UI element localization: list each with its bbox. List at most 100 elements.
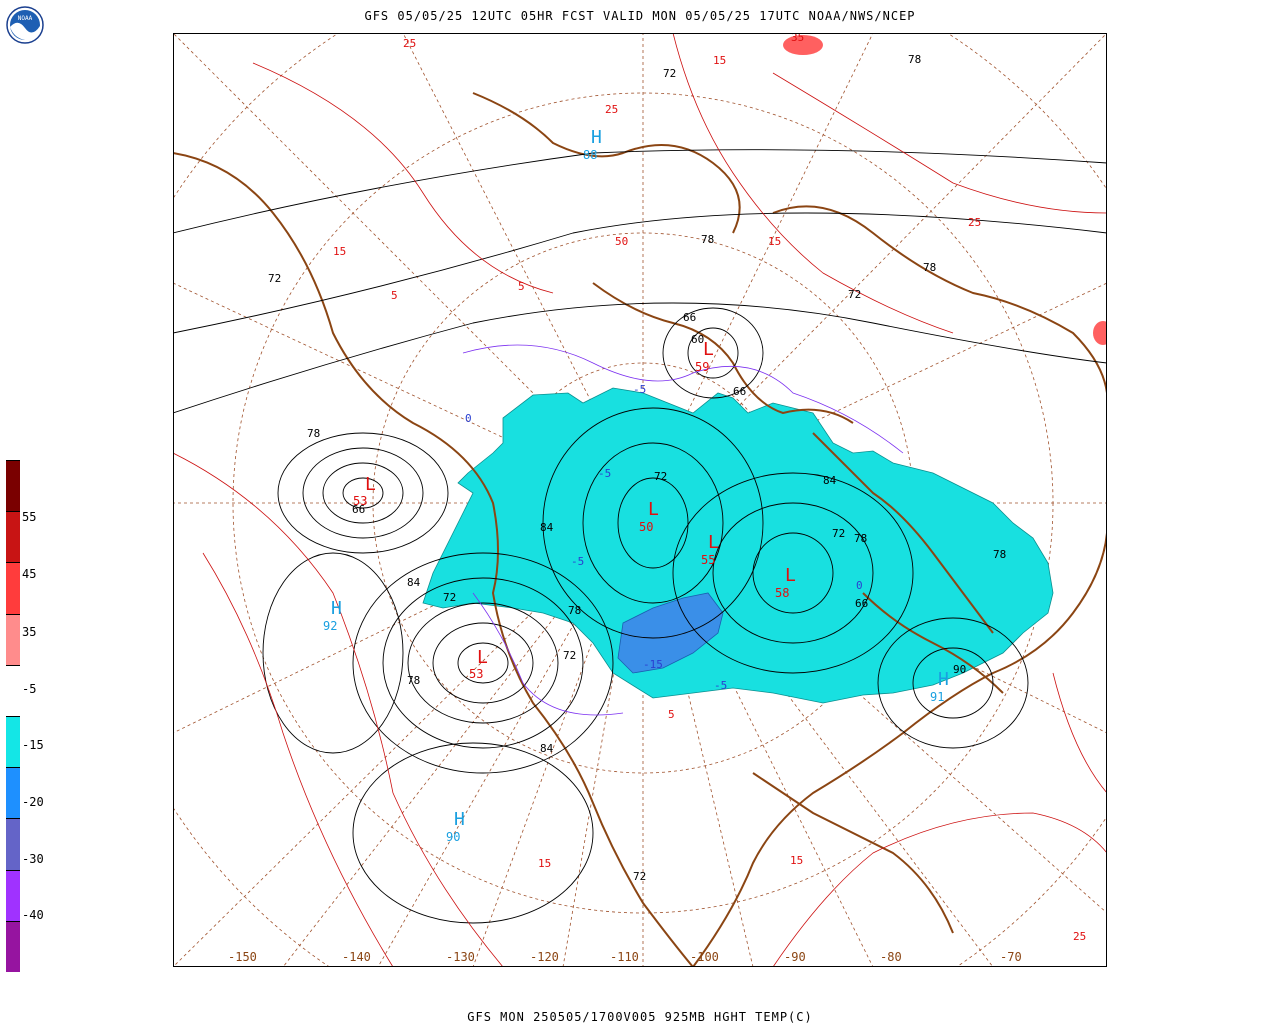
pressure-center-label: H [591, 127, 602, 148]
cold-temp-label: -15 [643, 658, 663, 671]
freezing-contours [462, 344, 904, 716]
temperature-label: 5 [518, 280, 525, 293]
height-label: 66 [733, 385, 746, 398]
colorbar-label: -5 [22, 682, 37, 696]
pressure-center-value: 58 [775, 586, 789, 600]
pressure-center-value: 90 [446, 830, 460, 844]
pressure-center-label: L [365, 474, 376, 495]
svg-text:NOAA: NOAA [18, 15, 33, 22]
colorbar-swatch [6, 716, 20, 768]
temperature-colorbar [6, 460, 20, 972]
colorbar-label: -15 [22, 738, 44, 752]
colorbar-label: -40 [22, 908, 44, 922]
temperature-label: 5 [391, 289, 398, 302]
longitude-label: -80 [880, 950, 902, 964]
longitude-label: -90 [784, 950, 806, 964]
height-label: 66 [855, 597, 868, 610]
pressure-center-label: L [708, 532, 719, 553]
pressure-center-label: L [785, 565, 796, 586]
height-label: 78 [854, 532, 867, 545]
temperature-label: 35 [791, 33, 804, 44]
colorbar-swatch [6, 562, 20, 614]
height-contours [173, 149, 1107, 924]
height-label: 84 [540, 742, 554, 755]
colorbar-label: 55 [22, 510, 37, 524]
colorbar-swatch [6, 920, 20, 972]
height-label: 78 [923, 261, 936, 274]
cold-air-region [422, 387, 1054, 704]
height-label: 72 [663, 67, 676, 80]
cold-temp-label: 0 [856, 579, 863, 592]
longitude-label: -120 [530, 950, 559, 964]
longitude-label: -150 [228, 950, 257, 964]
temperature-label: 15 [333, 245, 346, 258]
coastlines [173, 92, 1107, 967]
chart-title: GFS 05/05/25 12UTC 05HR FCST VALID MON 0… [364, 9, 916, 23]
pressure-center-label: L [648, 499, 659, 520]
height-label: 72 [443, 591, 456, 604]
height-label: 78 [407, 674, 420, 687]
cold-temperature-labels: 0 -5 -5 -5 -15 0 -5 [465, 383, 863, 692]
cold-temp-label: -5 [598, 467, 611, 480]
longitude-label: -140 [342, 950, 371, 964]
temperature-label: 25 [605, 103, 618, 116]
pressure-center-label: H [938, 669, 949, 690]
warm-region [1093, 321, 1107, 345]
height-label: 90 [953, 663, 966, 676]
height-labels: 72 78 84 66 60 90 72 78 84 66 72 78 72 8… [268, 53, 1006, 883]
longitude-label: -100 [690, 950, 719, 964]
product-footer: GFS MON 250505/1700V005 925MB HGHT TEMP(… [467, 1010, 813, 1024]
temperature-label: 50 [615, 235, 628, 248]
height-label: 72 [268, 272, 281, 285]
longitude-label: -70 [1000, 950, 1022, 964]
pressure-center-value: 88 [583, 148, 597, 162]
colorbar-swatch [6, 818, 20, 870]
pressure-center-value: 53 [469, 667, 483, 681]
temperature-label: 5 [668, 708, 675, 721]
colorbar-label: 35 [22, 625, 37, 639]
height-label: 78 [701, 233, 714, 246]
pressure-center-label: H [331, 598, 342, 619]
temperature-label: 25 [403, 37, 416, 50]
pressure-center-value: 55 [701, 553, 715, 567]
height-label: 78 [993, 548, 1006, 561]
pressure-center-value: 50 [639, 520, 653, 534]
colorbar-swatch [6, 767, 20, 819]
longitude-label: -130 [446, 950, 475, 964]
height-label: 84 [823, 474, 837, 487]
pressure-center-value: 53 [353, 494, 367, 508]
height-label: 72 [654, 470, 667, 483]
height-label: 72 [832, 527, 845, 540]
height-label: 84 [407, 576, 421, 589]
pressure-center-label: L [477, 647, 488, 668]
height-label: 66 [352, 503, 365, 516]
longitude-label: -110 [610, 950, 639, 964]
height-label: 72 [848, 288, 861, 301]
pressure-center-value: 59 [695, 360, 709, 374]
colorbar-label: 45 [22, 567, 37, 581]
cold-temp-label: -5 [571, 555, 584, 568]
cold-temp-label: 0 [465, 412, 472, 425]
temperature-label: 15 [790, 854, 803, 867]
pressure-center-value: 92 [323, 619, 337, 633]
height-label: 66 [683, 311, 696, 324]
pressure-center-label: L [703, 339, 714, 360]
height-label: 84 [540, 521, 554, 534]
height-label: 72 [563, 649, 576, 662]
temperature-label: 15 [768, 235, 781, 248]
temperature-label: 15 [538, 857, 551, 870]
temperature-label: 25 [1073, 930, 1086, 943]
colorbar-label: -30 [22, 852, 44, 866]
pressure-center-label: H [454, 809, 465, 830]
colorbar-label: -20 [22, 795, 44, 809]
height-label: 78 [307, 427, 320, 440]
cold-core-region [617, 592, 724, 674]
colorbar-swatch [6, 869, 20, 921]
cold-temp-label: -5 [714, 679, 727, 692]
colorbar-swatch [6, 460, 20, 512]
temperature-label: 25 [968, 216, 981, 229]
cold-temp-label: -5 [633, 383, 646, 396]
pressure-centers: L 53 L 53 L 50 L 59 L 55 L 58 H 92 H 90 … [323, 127, 949, 844]
noaa-logo-icon: NOAA [6, 6, 44, 44]
height-label: 78 [568, 604, 581, 617]
